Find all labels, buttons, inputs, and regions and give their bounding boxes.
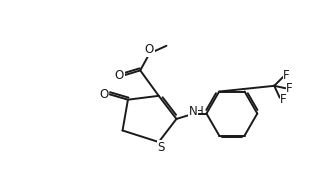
Text: S: S	[157, 141, 165, 154]
Text: F: F	[283, 69, 290, 81]
Text: O: O	[115, 69, 124, 81]
Text: N: N	[189, 105, 198, 118]
Text: F: F	[286, 82, 293, 95]
Text: H: H	[195, 105, 204, 118]
Text: O: O	[99, 88, 109, 101]
Text: O: O	[145, 43, 154, 56]
Text: F: F	[280, 93, 287, 106]
